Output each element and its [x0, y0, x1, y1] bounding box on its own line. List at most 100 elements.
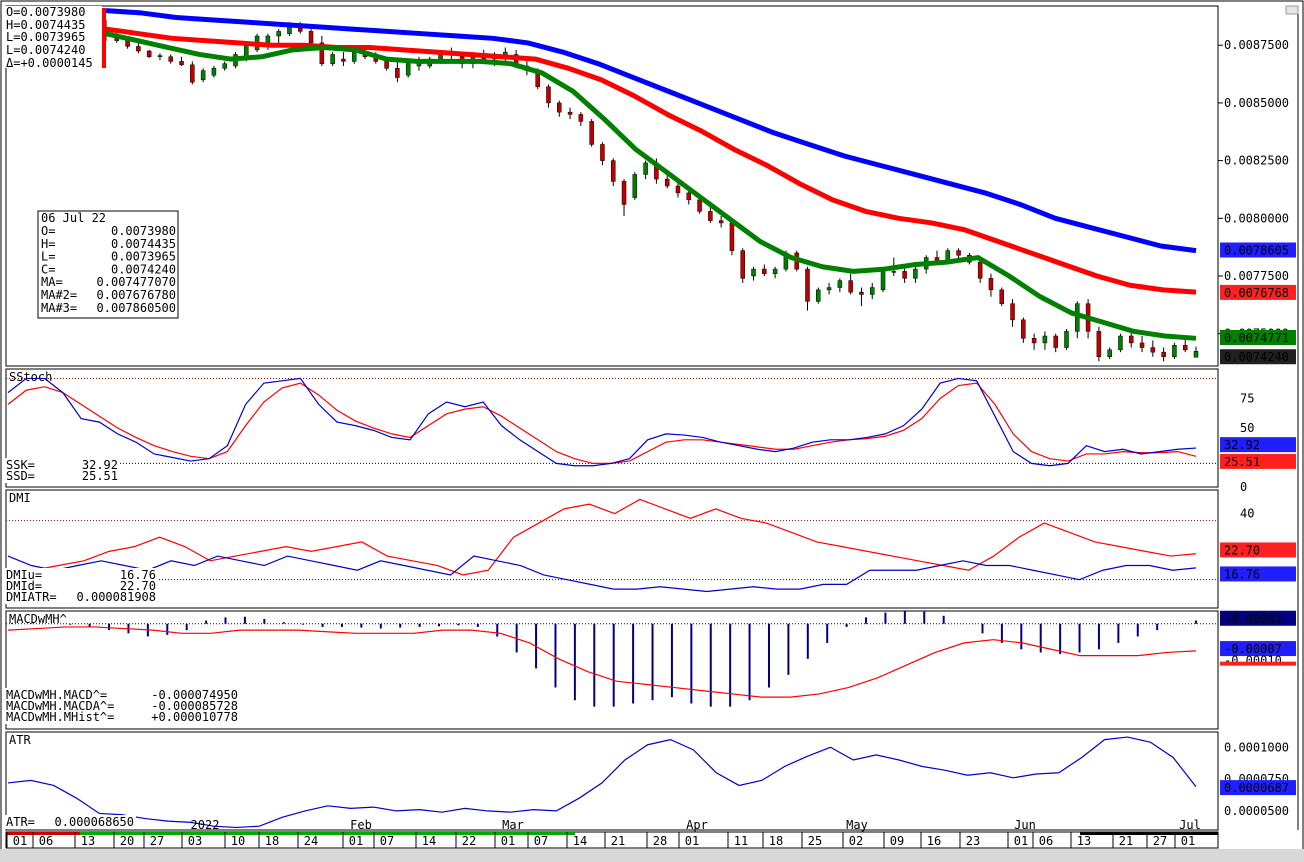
dmi-y-axis: 40 22.70 16.76 — [1220, 507, 1296, 582]
selected-bar-marker — [102, 8, 106, 68]
candle-body — [956, 250, 961, 256]
info-label: O= — [41, 224, 55, 238]
day-label: 09 — [890, 834, 904, 848]
stoch-y-axis: 75 50 0 32.92 25.51 — [1220, 392, 1296, 494]
ma1-badge — [1220, 329, 1296, 345]
candle-body — [384, 61, 389, 69]
candle-body — [697, 199, 702, 212]
day-label: 25 — [808, 834, 822, 848]
candle-body — [816, 289, 821, 302]
candle-body — [330, 54, 335, 64]
dmi-up-badge-text: 16.76 — [1224, 567, 1260, 581]
ma2-badge — [1220, 284, 1296, 300]
day-label: 11 — [734, 834, 748, 848]
macd-value: -0.000085728 — [151, 699, 238, 713]
price-tick-label: 0.0085000 — [1224, 96, 1289, 110]
stoch-title: SStoch — [9, 370, 52, 384]
candle-body — [146, 50, 152, 58]
price-tick-label: 0.0082500 — [1224, 154, 1289, 168]
candle-body — [1053, 335, 1058, 348]
candle-body — [675, 185, 681, 194]
candle-body — [621, 181, 627, 205]
info-label: L= — [41, 250, 55, 264]
info-box: 06 Jul 22 O= 0.0073980 H= 0.0074435 L= 0.0073… — [37, 210, 179, 319]
day-label: 21 — [611, 834, 625, 848]
macd-title: MACDwMH^ — [9, 612, 67, 626]
dmi-tick-label: 40 — [1240, 507, 1254, 521]
ma3-line — [105, 8, 1197, 254]
ssd-line — [7, 382, 1197, 464]
ohlc-header-line: O=0.0073980 — [6, 5, 85, 19]
date-strip-red — [6, 832, 80, 835]
atr-value-label: ATR= — [6, 815, 35, 829]
candle-body — [977, 261, 983, 279]
day-label: 01 — [349, 834, 363, 848]
macd-value: +0.000010778 — [151, 710, 238, 724]
candle-body — [902, 271, 907, 279]
candle-body — [438, 54, 443, 60]
candle-body — [168, 56, 174, 62]
candle-body — [1107, 349, 1112, 358]
day-label: 16 — [927, 834, 941, 848]
candle-body — [125, 40, 130, 47]
candle-body — [136, 46, 141, 52]
macd-hist-badge-text: +0.00001 — [1224, 612, 1282, 626]
dmi-value: 0.000081908 — [77, 590, 156, 604]
info-value: 0.0073965 — [111, 250, 176, 264]
candle-body — [837, 280, 843, 288]
day-label: 07 — [534, 834, 548, 848]
month-label: 2022 — [191, 818, 220, 832]
date-strip-black — [1080, 832, 1218, 835]
close-badge — [1220, 349, 1296, 365]
ohlc-header-line: L=0.0074240 — [6, 43, 85, 57]
price-tick-label: 0.0080000 — [1224, 211, 1289, 225]
candle-body — [308, 31, 314, 44]
macd-line — [7, 626, 1197, 698]
candle-body — [686, 192, 692, 201]
moving-averages — [105, 8, 1197, 341]
price-tick-label: 0.0087500 — [1224, 38, 1289, 52]
candle-body — [664, 178, 670, 187]
macd-frame — [5, 610, 1219, 730]
candle-body — [589, 121, 594, 145]
macd-panel[interactable]: +0.00001-0.00007-0.00010 MACDwMH^ MACDwM… — [4, 610, 1296, 724]
ohlc-header-line: Δ=+0.0000145 — [6, 56, 93, 70]
stoch-tick-label: 75 — [1240, 392, 1254, 406]
info-label: MA#3= — [41, 301, 77, 315]
candle-body — [200, 70, 206, 81]
dmi-up-line — [7, 555, 1197, 593]
atr-line — [7, 736, 1197, 829]
dmi-down-badge — [1220, 542, 1296, 558]
candle-body — [891, 271, 897, 273]
candle-body — [1031, 338, 1037, 344]
day-label: 27 — [150, 834, 164, 848]
candle-body — [1064, 331, 1069, 348]
macd-y-axis: +0.00001-0.00007-0.00010 — [1220, 610, 1296, 668]
candle-body — [772, 268, 778, 274]
info-value: 0.0074240 — [111, 262, 176, 276]
candle-body — [859, 291, 864, 295]
candle-body — [632, 174, 638, 198]
day-label: 13 — [1077, 834, 1091, 848]
stoch-values: SSK= 32.92 SSD= 25.51 — [4, 458, 120, 483]
atr-badge-text: 0.0000687 — [1224, 781, 1289, 795]
candle-body — [1096, 331, 1102, 358]
dmi-frame — [5, 489, 1219, 609]
candle-body — [826, 287, 832, 291]
day-label: 07 — [380, 834, 394, 848]
month-label: Jul — [1179, 818, 1201, 832]
candle-body — [988, 278, 994, 291]
price-panel[interactable]: 0.0087500 0.0085000 0.0082500 0.0080000 0.00… — [102, 8, 1296, 365]
dmi-reference-lines — [6, 520, 1218, 581]
info-value: 0.007676780 — [97, 288, 176, 302]
ma3-badge-text: 0.0078605 — [1224, 244, 1289, 258]
day-label: 13 — [81, 834, 95, 848]
ohlc-header-line: H=0.0074435 — [6, 18, 85, 32]
day-label: 01 — [685, 834, 699, 848]
month-label: Apr — [686, 818, 708, 832]
day-label: 02 — [849, 834, 863, 848]
atr-title: ATR — [9, 733, 31, 747]
